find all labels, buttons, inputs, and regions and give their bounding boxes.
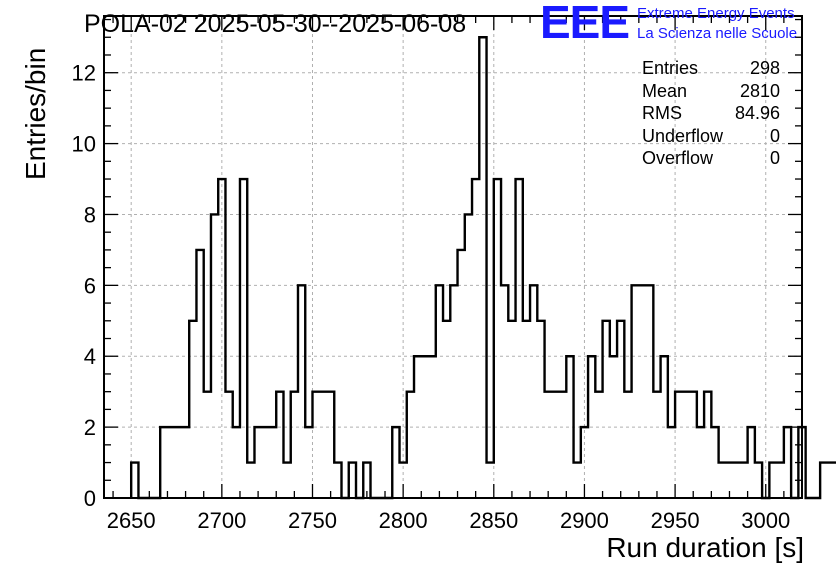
- stat-value: 298: [749, 58, 780, 78]
- x-tick-label: 3000: [741, 508, 790, 533]
- x-tick-label: 2700: [197, 508, 246, 533]
- chart-title: POLA-02 2025-05-30--2025-06-08: [84, 10, 467, 38]
- stat-row-entries: Entries 298: [642, 58, 780, 81]
- logo-line-1: Extreme Energy Events: [637, 5, 795, 22]
- y-tick-label: 12: [72, 61, 96, 86]
- x-tick-label: 2950: [651, 508, 700, 533]
- stat-name: Underflow: [642, 125, 724, 146]
- stat-value: 2810: [739, 80, 780, 101]
- x-tick-label: 2850: [469, 508, 518, 533]
- y-tick-label: 6: [84, 273, 96, 298]
- x-axis-label: Run duration [s]: [606, 532, 804, 563]
- x-tick-label: 2900: [560, 508, 609, 533]
- histogram-outline: [129, 36, 836, 500]
- plot-frame: [103, 15, 803, 499]
- y-tick-label: 10: [72, 132, 96, 157]
- y-axis-label: Entries/bin: [20, 47, 51, 180]
- stat-value: 84.96: [734, 103, 780, 123]
- x-tick-label: 2800: [379, 508, 428, 533]
- stat-name: Mean: [642, 80, 688, 101]
- axis-ticks: [104, 16, 803, 499]
- eee-logo: EEE Extreme Energy Events La Scienza nel…: [540, 0, 834, 48]
- y-tick-label: 2: [84, 415, 96, 440]
- logo-line-2: La Scienza nelle Scuole: [637, 25, 798, 42]
- stat-row-underflow: Underflow 0: [642, 126, 780, 149]
- y-tick-label: 8: [84, 202, 96, 227]
- grid-lines: [104, 16, 802, 498]
- stat-name: Entries: [642, 58, 699, 78]
- y-tick-label: 4: [84, 344, 96, 369]
- stat-name: RMS: [642, 103, 682, 123]
- stats-box: Entries 298 Mean 2810 RMS 84.96 Underflo…: [642, 58, 780, 171]
- x-tick-labels: 2650 2700 2750 2800 2850 2900 2950 3000: [107, 508, 790, 533]
- stat-value: 0: [769, 148, 780, 168]
- stat-value: 0: [769, 125, 780, 146]
- y-tick-label: 0: [84, 486, 96, 511]
- stat-row-rms: RMS 84.96: [642, 103, 780, 126]
- stat-row-mean: Mean 2810: [642, 81, 780, 104]
- y-tick-labels: 0 2 4 6 8 10 12: [72, 61, 96, 511]
- eee-logo-mark: EEE: [540, 0, 630, 48]
- x-tick-label: 2650: [107, 508, 156, 533]
- stat-name: Overflow: [642, 148, 714, 168]
- x-tick-label: 2750: [288, 508, 337, 533]
- stat-row-overflow: Overflow 0: [642, 148, 780, 171]
